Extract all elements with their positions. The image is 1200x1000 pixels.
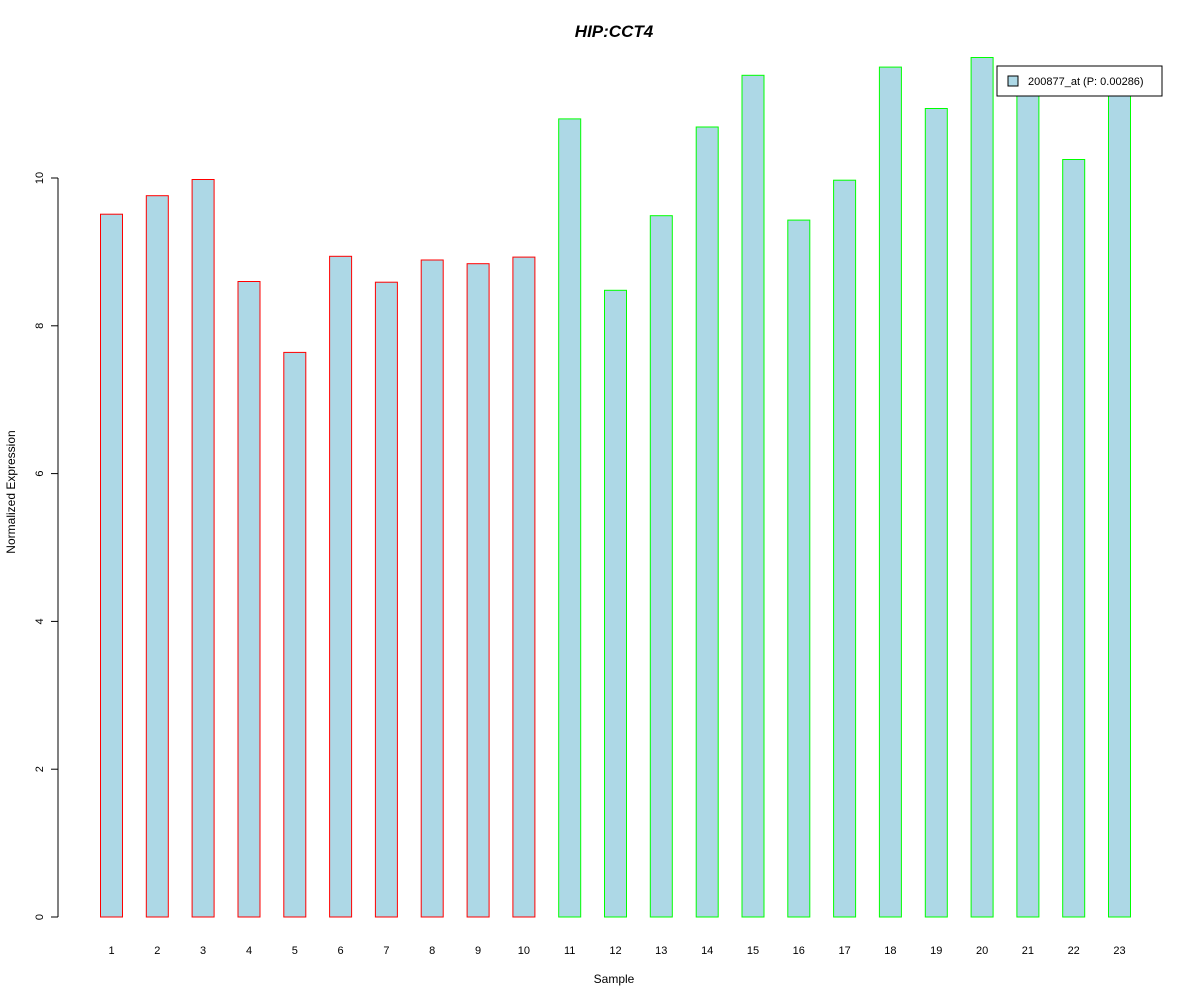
y-axis-label: Normalized Expression <box>4 430 18 553</box>
bar-sample-18 <box>878 66 902 918</box>
bars <box>100 57 1131 918</box>
y-axis: 0 2 4 6 8 10 <box>34 172 59 920</box>
x-tick-label: 22 <box>1068 945 1080 957</box>
bar-sample-7 <box>374 281 398 918</box>
x-tick-label: 13 <box>655 945 667 957</box>
x-tick-label: 21 <box>1022 945 1034 957</box>
bar-sample-12 <box>604 289 627 918</box>
x-tick-label: 19 <box>930 945 942 957</box>
x-tick-label: 12 <box>609 945 621 957</box>
chart-title: HIP:CCT4 <box>575 22 654 41</box>
bar-sample-13 <box>649 215 673 918</box>
y-tick-label: 8 <box>34 323 46 329</box>
legend-label: 200877_at (P: 0.00286) <box>1028 76 1144 88</box>
bar-sample-23 <box>1108 95 1131 918</box>
x-tick-label: 16 <box>793 945 805 957</box>
x-tick-label: 18 <box>884 945 896 957</box>
y-tick-label: 0 <box>34 914 46 920</box>
x-tick-labels: 1 2 3 4 5 6 7 8 9 10 11 12 13 14 15 16 17 18 19 20 21 22 23 <box>108 945 1125 957</box>
bar-sample-20 <box>970 57 994 918</box>
bar-sample-22 <box>1062 159 1086 918</box>
x-tick-label: 6 <box>338 945 344 957</box>
bar-sample-10 <box>512 256 536 918</box>
bar-sample-3 <box>191 179 215 918</box>
y-tick-label: 6 <box>34 471 46 477</box>
x-tick-label: 23 <box>1113 945 1125 957</box>
bar-sample-14 <box>695 126 719 918</box>
x-tick-label: 20 <box>976 945 988 957</box>
x-tick-label: 1 <box>108 945 114 957</box>
x-tick-label: 3 <box>200 945 206 957</box>
x-tick-label: 10 <box>518 945 530 957</box>
bar-sample-8 <box>420 259 444 918</box>
y-tick-label: 2 <box>34 766 46 772</box>
x-tick-label: 11 <box>564 945 575 957</box>
bar-sample-16 <box>787 219 811 918</box>
bar-sample-2 <box>145 195 169 918</box>
x-tick-label: 4 <box>246 945 252 957</box>
x-tick-label: 14 <box>701 945 713 957</box>
bar-sample-1 <box>100 213 123 918</box>
x-tick-label: 2 <box>154 945 160 957</box>
x-tick-label: 8 <box>429 945 435 957</box>
bar-sample-15 <box>741 74 765 918</box>
bar-sample-17 <box>833 179 857 918</box>
x-tick-label: 9 <box>475 945 481 957</box>
bar-sample-9 <box>466 263 490 918</box>
x-tick-label: 5 <box>292 945 298 957</box>
legend-swatch <box>1007 75 1019 87</box>
x-tick-label: 17 <box>838 945 850 957</box>
legend-box <box>996 65 1163 97</box>
bar-sample-19 <box>924 108 948 918</box>
x-tick-label: 15 <box>747 945 759 957</box>
bar-sample-6 <box>329 255 353 918</box>
x-tick-label: 7 <box>383 945 389 957</box>
y-tick-label: 10 <box>34 172 46 184</box>
y-tick-label: 4 <box>34 618 46 624</box>
bar-sample-11 <box>558 118 582 918</box>
bar-sample-4 <box>237 281 261 918</box>
legend: 200877_at (P: 0.00286) <box>996 65 1163 97</box>
bar-sample-21 <box>1016 95 1040 918</box>
bar-sample-5 <box>283 351 307 918</box>
x-axis-label: Sample <box>594 972 635 986</box>
